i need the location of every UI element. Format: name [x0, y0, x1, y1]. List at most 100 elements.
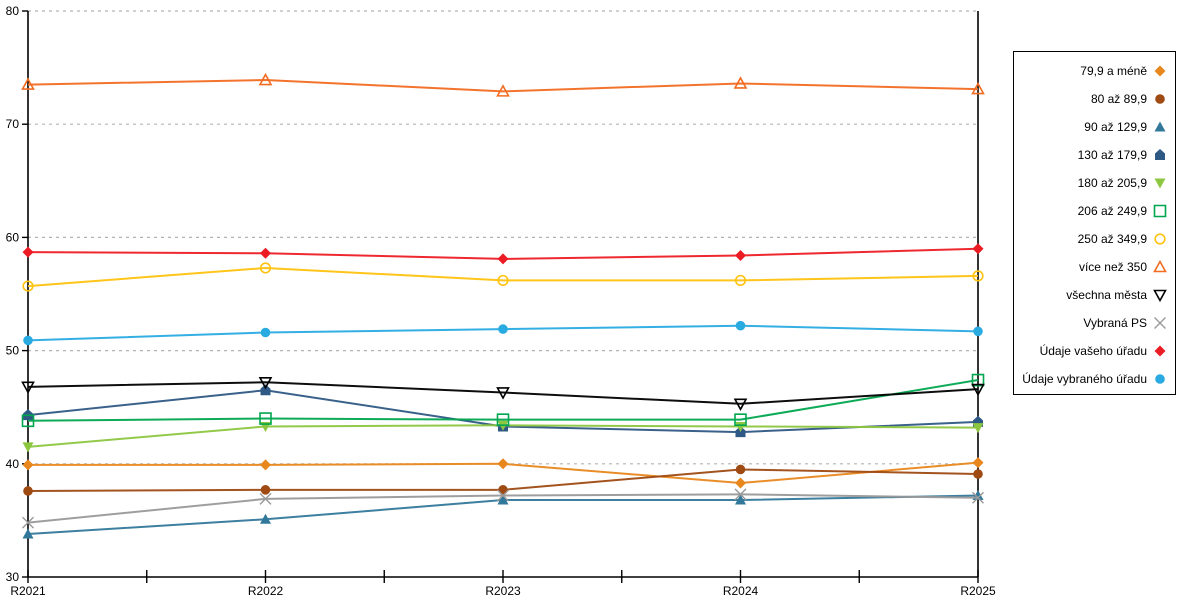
series-marker: [497, 253, 509, 265]
series-marker: [259, 412, 272, 425]
y-axis-tick-label: 60: [6, 230, 20, 244]
triangle-down-marker-icon: [1153, 289, 1167, 303]
series-marker: [972, 270, 984, 282]
series-marker: [22, 442, 34, 453]
series-marker: [971, 383, 985, 397]
series-marker: [735, 494, 746, 505]
series-marker: [497, 489, 509, 502]
series-marker: [21, 77, 35, 90]
legend-label: 80 až 89,9: [1090, 92, 1147, 106]
series-marker: [23, 486, 33, 496]
series-marker: [735, 250, 746, 262]
square-marker-icon: [1153, 204, 1167, 218]
triangle-down-marker-glyph: [1153, 289, 1167, 303]
diamond-marker-icon: [1154, 65, 1166, 77]
circle-marker-glyph: [1154, 233, 1166, 245]
series-line: [27, 79, 979, 93]
series-marker: [260, 384, 271, 396]
series-marker: [973, 326, 983, 337]
series-marker: [497, 458, 509, 470]
chart-legend: 79,9 a méně 80 až 89,9 90 až 129,9 130 až 1…: [1013, 51, 1176, 395]
circle-marker-glyph: [1155, 94, 1165, 104]
x-axis-tick-label: R2021: [10, 584, 46, 598]
y-axis-tick-label: 70: [6, 117, 20, 131]
triangle-up-marker-glyph: [1153, 259, 1167, 273]
triangle-down-marker-icon: [1154, 178, 1166, 189]
series-marker: [973, 469, 983, 479]
series-marker: [258, 376, 273, 390]
pentagon-marker-icon: [1155, 149, 1165, 160]
series-marker: [734, 274, 747, 286]
x-axis-tick-label: R2023: [485, 584, 521, 598]
legend-item: více než 350: [1014, 253, 1175, 281]
series-marker: [260, 459, 271, 471]
series-marker: [735, 477, 746, 489]
circle-marker-icon: [1155, 374, 1165, 384]
series-marker: [260, 485, 271, 495]
series-line: [27, 381, 979, 405]
legend-item: 80 až 89,9: [1014, 85, 1175, 113]
series-marker: [498, 324, 508, 334]
triangle-up-marker-glyph: [1154, 121, 1166, 132]
legend-item: 79,9 a méně: [1014, 57, 1175, 85]
legend-item: Údaje vašeho úřadu: [1014, 337, 1175, 365]
x-axis-tick-label: R2022: [248, 584, 284, 598]
legend-item: 130 až 179,9: [1014, 141, 1175, 169]
series-marker: [497, 494, 509, 505]
series-marker: [22, 459, 34, 471]
series-marker: [972, 457, 984, 469]
y-axis-tick-label: 80: [6, 4, 20, 18]
series-marker: [734, 488, 747, 501]
legend-item: všechna města: [1014, 281, 1175, 309]
series-marker: [21, 414, 35, 428]
legend-label: Vybraná PS: [1083, 316, 1147, 330]
legend-item: Údaje vybraného úřadu: [1014, 365, 1175, 393]
series-marker: [735, 320, 746, 331]
legend-item: 180 až 205,9: [1014, 169, 1175, 197]
legend-label: Údaje vašeho úřadu: [1039, 344, 1147, 358]
series-marker: [972, 491, 984, 504]
series-marker: [258, 72, 273, 86]
legend-label: 130 až 179,9: [1077, 148, 1147, 162]
legend-label: 206 až 249,9: [1077, 204, 1147, 218]
circle-marker-icon: [1155, 94, 1165, 104]
legend-item: 206 až 249,9: [1014, 197, 1175, 225]
legend-item: 250 až 349,9: [1014, 225, 1175, 253]
legend-label: Údaje vybraného úřadu: [1022, 372, 1147, 386]
pentagon-marker-glyph: [1155, 149, 1165, 160]
series-line: [27, 379, 979, 422]
x-marker-icon: [1154, 317, 1166, 329]
series-marker: [23, 335, 33, 346]
legend-item: 90 až 129,9: [1014, 113, 1175, 141]
triangle-up-marker-icon: [1153, 259, 1167, 273]
diamond-marker-glyph: [1154, 65, 1166, 77]
circle-marker-glyph: [1155, 374, 1165, 384]
legend-label: 79,9 a méně: [1080, 64, 1147, 78]
x-axis-tick-label: R2025: [960, 584, 996, 598]
series-marker: [735, 464, 746, 475]
legend-label: více než 350: [1078, 260, 1147, 274]
series-marker: [22, 516, 34, 529]
series-marker: [498, 485, 508, 495]
legend-item: Vybraná PS: [1014, 309, 1175, 337]
series-marker: [497, 274, 509, 286]
triangle-up-marker-icon: [1154, 121, 1166, 132]
series-marker: [733, 398, 748, 411]
diamond-marker-icon: [1154, 345, 1166, 357]
series-line: [27, 266, 979, 288]
series-marker: [22, 528, 34, 539]
series-marker: [260, 513, 271, 524]
series-marker: [734, 413, 747, 426]
y-axis-tick-label: 30: [6, 570, 20, 584]
series-marker: [972, 423, 984, 434]
legend-label: 90 až 129,9: [1084, 120, 1147, 134]
series-marker: [22, 246, 34, 258]
legend-label: všechna města: [1066, 288, 1147, 302]
series-marker: [733, 76, 748, 89]
series-marker: [21, 381, 35, 394]
series-marker: [259, 492, 272, 505]
series-marker: [22, 280, 34, 292]
legend-label: 180 až 205,9: [1077, 176, 1147, 190]
